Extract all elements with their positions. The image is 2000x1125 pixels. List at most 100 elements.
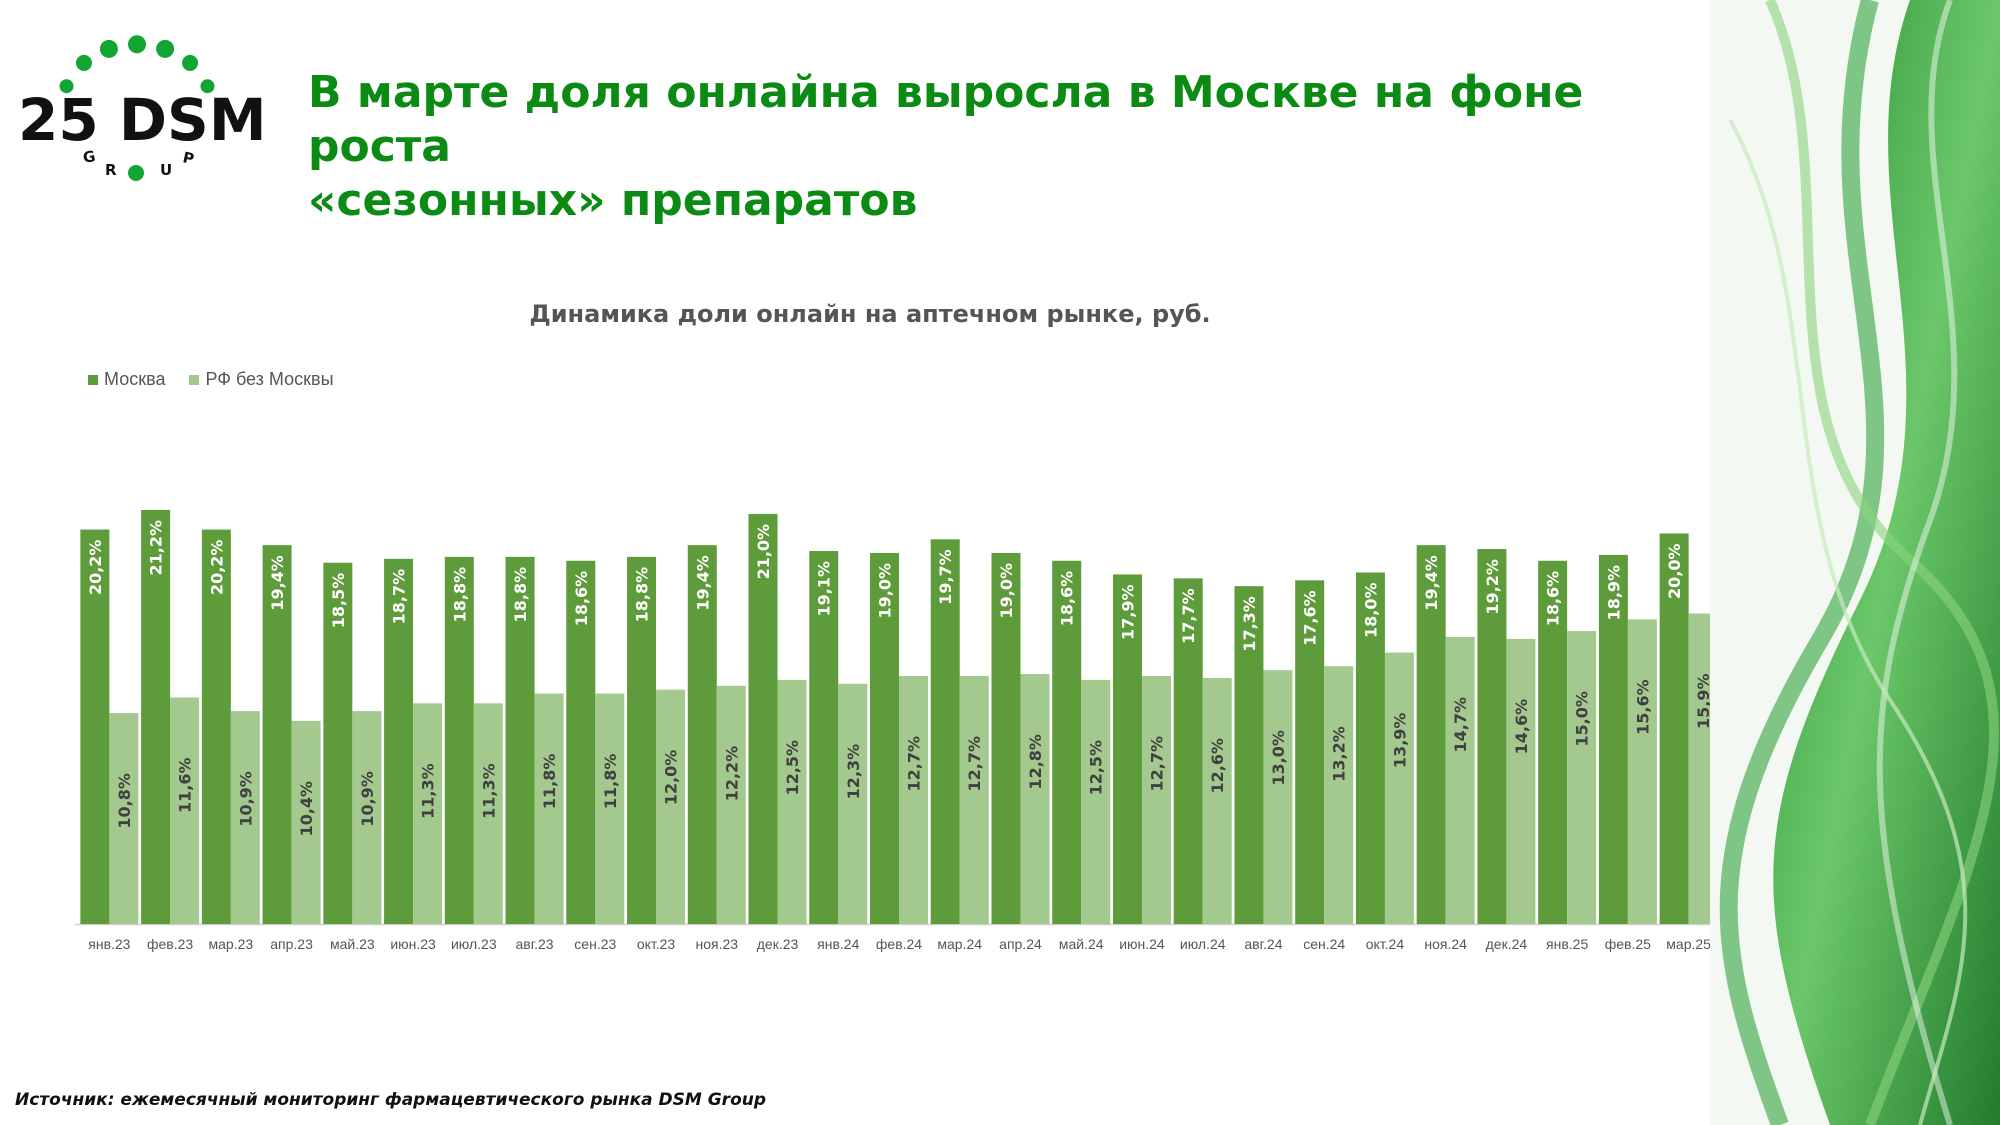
bar-moscow — [566, 560, 596, 924]
data-label-rf: 12,5% — [783, 740, 802, 796]
logo-dot — [59, 79, 74, 94]
bar-rf — [413, 703, 443, 924]
data-label-rf: 12,7% — [1147, 736, 1166, 792]
data-label-moscow: 18,7% — [390, 569, 409, 625]
data-label-moscow: 20,2% — [86, 540, 105, 596]
bar-moscow — [444, 556, 474, 924]
data-label-rf: 12,2% — [722, 746, 741, 802]
logo-dot — [128, 35, 146, 54]
bar-chart: 20,2% 10,8% янв.23 21,2% 11,6% фев.23 20,2% 10,… — [75, 510, 1718, 952]
data-label-rf: 13,9% — [1390, 713, 1409, 769]
data-label-moscow: 18,8% — [511, 567, 530, 623]
data-label-rf: 11,6% — [176, 757, 195, 813]
bar-moscow — [262, 545, 292, 924]
data-label-rf: 12,7% — [905, 736, 924, 792]
data-label-moscow: 19,1% — [815, 561, 834, 617]
x-tick-label: янв.25 — [1546, 936, 1588, 952]
data-label-moscow: 18,8% — [633, 567, 652, 623]
logo-dot — [182, 54, 199, 71]
bar-rf — [170, 697, 200, 924]
bar-moscow — [991, 552, 1021, 924]
x-tick-label: июл.23 — [451, 936, 497, 952]
bar-moscow — [1052, 560, 1082, 924]
data-label-rf: 10,9% — [358, 771, 377, 827]
data-label-moscow: 19,7% — [936, 549, 955, 605]
bar-moscow — [1538, 560, 1568, 924]
bar-moscow — [1234, 586, 1264, 924]
data-label-rf: 10,8% — [115, 773, 134, 829]
bar-rf — [595, 693, 625, 924]
data-label-rf: 13,2% — [1330, 726, 1349, 782]
data-label-rf: 12,5% — [1087, 740, 1106, 796]
bar-rf — [1567, 631, 1597, 924]
data-label-moscow: 18,9% — [1604, 565, 1623, 621]
bar-moscow — [80, 529, 110, 924]
bar-rf — [1627, 619, 1657, 924]
svg-text:P: P — [181, 148, 196, 168]
legend-swatch-rf — [189, 374, 200, 385]
svg-text:G: G — [82, 147, 97, 167]
data-label-rf: 14,7% — [1451, 697, 1470, 753]
data-label-rf: 12,8% — [1026, 734, 1045, 790]
slide-title-line-1: В марте доля онлайна выросла в Москве на… — [308, 67, 1584, 172]
x-tick-label: мар.23 — [209, 936, 254, 952]
chart-legend: Москва РФ без Москвы — [88, 369, 334, 390]
bar-moscow — [1477, 549, 1507, 924]
x-tick-label: фев.23 — [147, 936, 193, 952]
x-tick-label: июн.23 — [390, 936, 436, 952]
logo-dot — [99, 39, 118, 58]
legend-label-moscow: Москва — [104, 369, 166, 389]
data-label-rf: 14,6% — [1512, 699, 1531, 755]
data-label-moscow: 17,9% — [1118, 584, 1137, 640]
bar-rf — [473, 703, 503, 924]
bar-rf — [534, 693, 564, 924]
x-tick-label: янв.23 — [88, 936, 130, 952]
bar-moscow — [1659, 533, 1689, 924]
bar-moscow — [627, 556, 657, 924]
data-label-rf: 12,0% — [662, 750, 681, 806]
bar-rf — [656, 689, 686, 924]
x-tick-label: сен.24 — [1303, 936, 1345, 952]
source-note: Источник: ежемесячный мониторинг фармаце… — [15, 1090, 767, 1110]
data-label-moscow: 18,8% — [450, 567, 469, 623]
bar-rf — [352, 711, 382, 924]
bar-moscow — [141, 510, 171, 924]
bar-rf — [777, 679, 807, 924]
data-label-rf: 11,8% — [601, 754, 620, 810]
x-tick-label: апр.24 — [999, 936, 1042, 952]
data-label-moscow: 21,0% — [754, 524, 773, 580]
data-label-rf: 11,8% — [540, 754, 559, 810]
x-tick-label: окт.23 — [637, 936, 676, 952]
bar-moscow — [687, 545, 717, 924]
x-tick-label: авг.23 — [516, 936, 554, 952]
bar-moscow — [384, 558, 414, 924]
x-tick-label: фев.25 — [1605, 936, 1651, 952]
bar-moscow — [1598, 554, 1628, 924]
bar-moscow — [930, 539, 960, 924]
data-label-moscow: 18,5% — [329, 573, 348, 629]
logo-dots — [59, 35, 215, 94]
svg-text:R: R — [105, 161, 117, 179]
slide-title-line-2: «сезонных» препаратов — [308, 175, 918, 226]
data-label-moscow: 21,2% — [147, 520, 166, 576]
bar-rf — [959, 675, 989, 924]
data-label-moscow: 17,3% — [1240, 596, 1259, 652]
data-label-rf: 10,4% — [297, 781, 316, 837]
data-label-moscow: 18,0% — [1361, 582, 1380, 638]
logo-o-dot — [128, 165, 144, 181]
svg-text:U: U — [160, 161, 172, 179]
data-label-moscow: 19,4% — [1422, 555, 1441, 611]
bar-rf — [1020, 674, 1050, 924]
bar-moscow — [323, 562, 353, 924]
bar-moscow — [870, 552, 899, 924]
slide-title: В марте доля онлайна выросла в Москве на… — [308, 66, 1708, 228]
data-label-rf: 12,3% — [844, 744, 863, 800]
bar-rf — [1506, 638, 1536, 924]
bar-moscow — [1416, 545, 1446, 924]
logo-subtext: G R U P — [82, 147, 196, 179]
x-tick-label: фев.24 — [876, 936, 922, 952]
x-tick-label: дек.23 — [757, 936, 799, 952]
dsm-group-logo: 25 DSM G R U P — [18, 35, 267, 181]
x-tick-label: ноя.24 — [1424, 936, 1467, 952]
bar-moscow — [1173, 578, 1203, 924]
